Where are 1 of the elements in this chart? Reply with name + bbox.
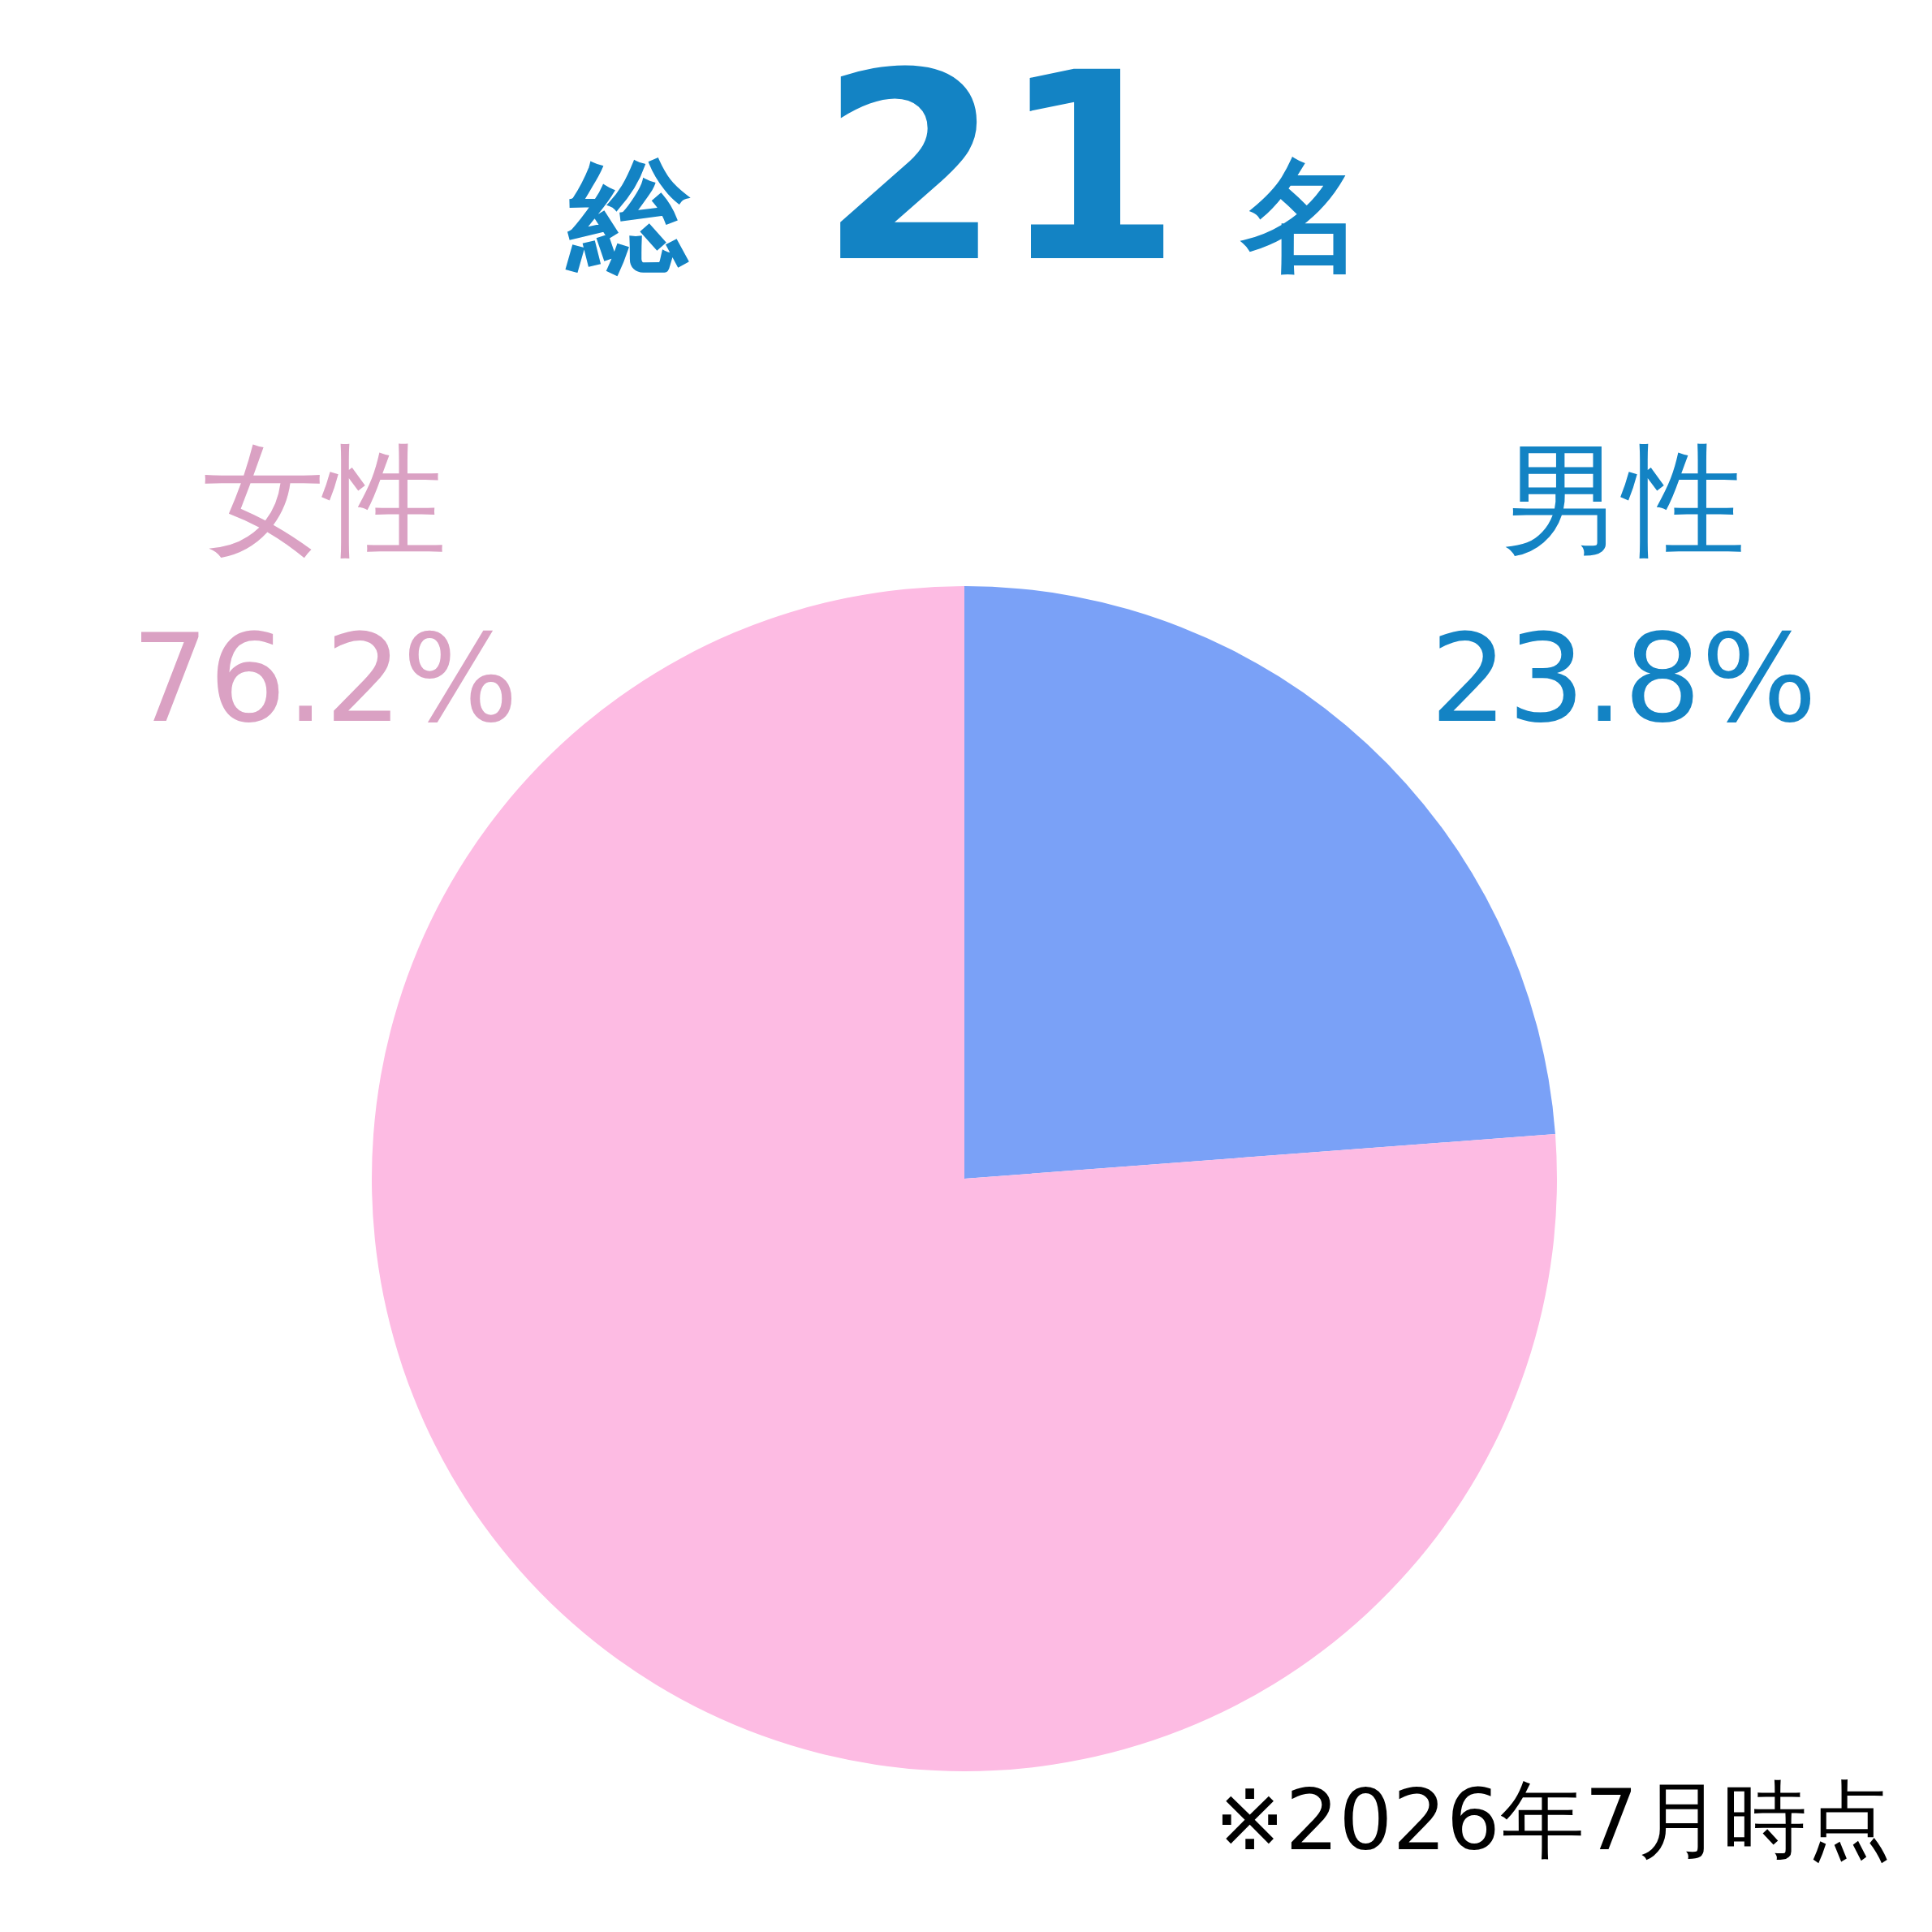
annotation: ※2026年7月時点 (1214, 1770, 1891, 1869)
